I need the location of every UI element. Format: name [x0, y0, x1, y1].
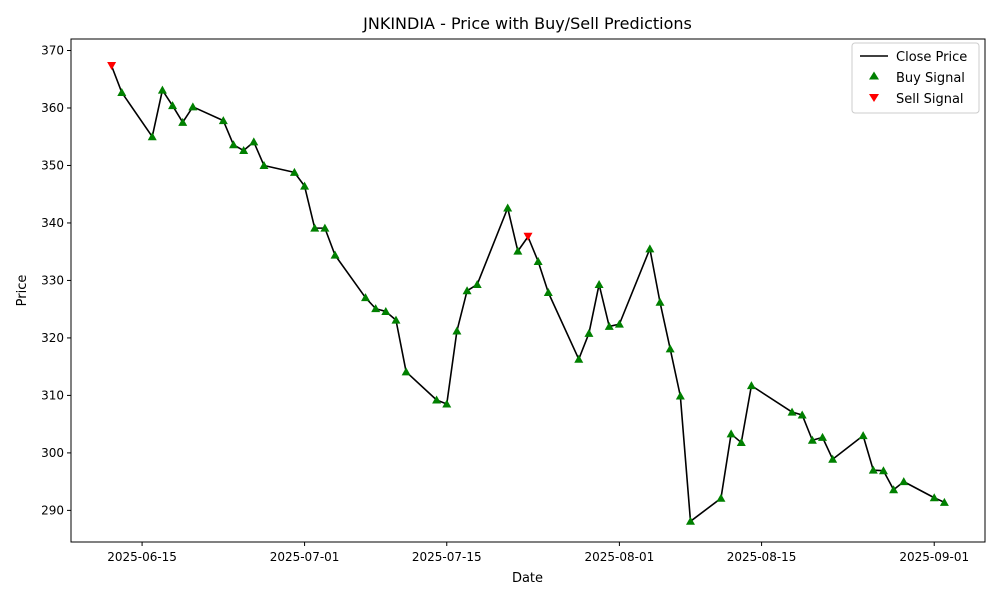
buy-signal-marker: [746, 381, 756, 390]
buy-signal-marker: [249, 137, 259, 146]
buy-signal-marker: [858, 431, 868, 440]
plot-area: [107, 62, 949, 525]
x-tick-label: 2025-09-01: [899, 550, 969, 564]
y-tick-label: 320: [41, 331, 64, 345]
y-tick-label: 290: [41, 503, 64, 517]
buy-signal-marker: [818, 432, 828, 441]
legend-label-sell: Sell Signal: [896, 92, 964, 107]
buy-signal-marker: [574, 354, 584, 363]
buy-signal-marker: [361, 293, 371, 302]
chart-title: JNKINDIA - Price with Buy/Sell Predictio…: [362, 14, 692, 33]
buy-signal-marker: [716, 493, 726, 502]
axes-frame: [70, 38, 986, 543]
buy-signal-marker: [889, 485, 899, 494]
y-tick-label: 330: [41, 273, 64, 287]
buy-signal-marker: [868, 465, 878, 474]
y-tick-label: 310: [41, 388, 64, 402]
buy-signal-marker: [543, 288, 553, 297]
legend-buy-marker: [869, 71, 879, 80]
buy-signal-marker: [665, 344, 675, 353]
buy-signal-marker: [289, 167, 299, 176]
y-tick-label: 350: [41, 158, 64, 172]
legend-box: [851, 42, 980, 114]
y-tick-label: 340: [41, 216, 64, 230]
x-tick-label: 2025-07-01: [270, 550, 340, 564]
legend: Close Price Buy Signal Sell Signal: [851, 42, 980, 114]
x-axis-label: Date: [512, 571, 543, 586]
x-tick-label: 2025-08-15: [727, 550, 797, 564]
y-axis-ticks: 290 300 310 320 330 340 350 360 370: [41, 43, 71, 517]
y-tick-label: 370: [41, 43, 64, 57]
buy-signal-marker: [391, 315, 401, 324]
legend-sell-marker: [869, 94, 879, 102]
buy-signal-marker: [797, 410, 807, 419]
x-tick-label: 2025-07-15: [412, 550, 482, 564]
buy-signal-marker: [401, 367, 411, 376]
buy-signal-marker: [655, 297, 665, 306]
y-tick-label: 300: [41, 446, 64, 460]
buy-signal-marker: [188, 102, 198, 111]
y-tick-label: 360: [41, 101, 64, 115]
buy-signal-marker: [614, 319, 624, 328]
x-axis-ticks: 2025-06-15 2025-07-01 2025-07-15 2025-08-01…: [107, 542, 969, 564]
buy-signal-marker: [228, 140, 238, 149]
buy-signal-marker: [218, 116, 228, 125]
buy-signal-marker: [807, 435, 817, 444]
buy-signal-marker: [330, 250, 340, 259]
buy-signal-marker: [178, 117, 188, 126]
buy-signal-marker: [462, 286, 472, 295]
buy-signal-marker: [472, 279, 482, 288]
buy-signal-marker: [157, 85, 167, 94]
y-axis-label: Price: [15, 275, 30, 307]
buy-signal-marker: [828, 454, 838, 463]
buy-signal-marker: [736, 438, 746, 447]
buy-signal-marker: [381, 306, 391, 315]
buy-signal-marker: [604, 321, 614, 330]
sell-signal-marker: [523, 232, 533, 241]
legend-label-buy: Buy Signal: [896, 71, 965, 86]
x-tick-label: 2025-06-15: [107, 550, 177, 564]
close-price-line: [110, 65, 945, 523]
buy-signal-marker: [432, 395, 442, 404]
buy-signal-marker: [168, 101, 178, 110]
x-tick-label: 2025-08-01: [585, 550, 655, 564]
buy-signal-marker: [533, 256, 543, 265]
buy-signal-marker: [584, 328, 594, 337]
buy-signal-marker: [442, 399, 452, 408]
buy-signal-marker: [929, 493, 939, 502]
buy-signal-marker: [675, 391, 685, 400]
sell-signal-marker: [107, 62, 117, 71]
buy-signal-marker: [645, 244, 655, 253]
buy-signal-marker: [117, 87, 127, 96]
legend-label-close: Close Price: [896, 50, 967, 65]
buy-signal-marker: [147, 132, 157, 141]
buy-signal-marker: [371, 304, 381, 313]
buy-signal-marker: [452, 326, 462, 335]
buy-signal-marker: [594, 279, 604, 288]
buy-signal-marker: [513, 246, 523, 255]
buy-signal-marker: [239, 146, 249, 155]
buy-signal-marker: [300, 181, 310, 190]
buy-signal-marker: [939, 497, 949, 506]
buy-signal-marker: [899, 477, 909, 486]
buy-signal-marker: [787, 407, 797, 416]
buy-signal-marker: [685, 516, 695, 525]
buy-signal-marker: [310, 223, 320, 232]
buy-signal-marker: [726, 429, 736, 438]
buy-signal-marker: [259, 160, 269, 169]
buy-signal-marker: [320, 223, 330, 232]
buy-signal-marker: [878, 466, 888, 475]
buy-signal-marker: [503, 203, 513, 212]
